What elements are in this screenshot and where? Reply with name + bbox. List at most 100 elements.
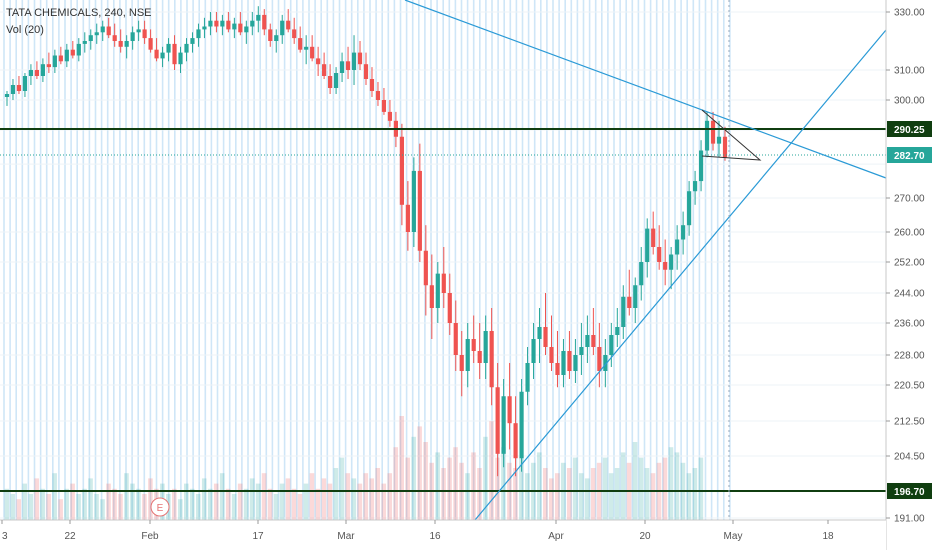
candle-body: [453, 323, 458, 355]
candle-body: [280, 20, 285, 36]
candle-body: [238, 23, 243, 33]
volume-bar: [297, 494, 303, 520]
volume-bar: [285, 478, 291, 520]
time-tick-label: 20: [639, 531, 651, 542]
candle-body: [154, 49, 159, 59]
candle-body: [657, 247, 662, 262]
candle-body: [22, 76, 28, 91]
volume-bar: [698, 457, 704, 520]
volume-bar: [118, 494, 123, 520]
volume-bar: [614, 468, 620, 520]
volume-bar: [88, 478, 93, 520]
candle-body: [483, 331, 488, 363]
candle-body: [555, 363, 560, 375]
grid: [0, 0, 886, 520]
volume-bar: [351, 478, 357, 520]
volume-bar: [537, 452, 542, 520]
volume-bar: [249, 478, 255, 520]
candle-body: [310, 46, 315, 59]
volume-bar: [52, 473, 57, 520]
earnings-event-label: E: [157, 503, 164, 514]
volume-bar: [495, 457, 500, 520]
candle-body: [304, 46, 309, 50]
candle-body: [178, 52, 183, 65]
level-price-tag-label: 196.70: [894, 487, 925, 498]
candle-body: [597, 347, 602, 371]
candle-body: [316, 58, 321, 65]
volume-bar: [106, 483, 111, 520]
volume-bar: [273, 494, 279, 520]
volume-bar: [70, 483, 75, 520]
candle-body: [298, 38, 303, 50]
volume-bar: [363, 473, 369, 520]
candle-body: [160, 52, 165, 59]
candle-body: [351, 52, 357, 70]
candle-body: [190, 38, 195, 44]
candle-body: [339, 61, 345, 73]
volume-bar: [225, 488, 231, 520]
candle-body: [94, 32, 99, 36]
candle-body: [118, 41, 123, 47]
volume-bar: [201, 478, 207, 520]
volume-bar: [543, 468, 548, 520]
candle-body: [501, 396, 506, 454]
last-price-tag: [887, 147, 932, 163]
volume-bar: [4, 488, 10, 520]
price-tick-label: 252.00: [894, 258, 925, 269]
candle-body: [722, 136, 728, 158]
candle-body: [561, 351, 566, 375]
volume-bar: [357, 483, 363, 520]
descending-trendline: [404, 0, 887, 179]
candle-body: [651, 228, 656, 247]
price-tick-label: 244.00: [894, 289, 925, 300]
volume-bar: [321, 478, 327, 520]
volume-bar: [28, 494, 34, 520]
volume-bar: [339, 457, 345, 520]
time-tick-label: Apr: [548, 531, 564, 542]
volume-bar: [662, 457, 668, 520]
candle-body: [52, 55, 57, 68]
level-price-tag-label: 290.25: [894, 125, 925, 136]
candle-body: [399, 136, 404, 205]
volume-bar: [632, 442, 638, 520]
candle-body: [609, 335, 614, 355]
volume-bar: [76, 494, 81, 520]
candle-body: [34, 70, 40, 76]
volume-bar: [64, 488, 69, 520]
candle-body: [328, 76, 333, 88]
volume-bar: [267, 488, 273, 520]
time-tick-label: Mar: [337, 531, 355, 542]
candle-body: [459, 355, 464, 371]
volume-bar: [578, 473, 584, 520]
volume-bar: [471, 452, 476, 520]
volume-bar: [184, 483, 189, 520]
volume-indicator-label[interactable]: Vol (20): [6, 24, 44, 36]
candle-body: [429, 285, 434, 308]
candle-body: [28, 70, 34, 76]
volume-bar: [453, 447, 458, 520]
time-tick-label: 22: [64, 531, 76, 542]
volume-bar: [207, 488, 213, 520]
volume-bar: [94, 494, 99, 520]
volume-bar: [435, 452, 440, 520]
candle-body: [423, 250, 428, 286]
candle-body: [477, 351, 482, 363]
volume-bar: [327, 483, 333, 520]
price-tick-label: 270.00: [894, 194, 925, 205]
volume-bar: [303, 483, 309, 520]
candle-body: [196, 29, 201, 39]
volume-bar: [602, 457, 608, 520]
candle-body: [513, 423, 518, 459]
pennant-pattern: [701, 109, 762, 161]
candle-body: [567, 351, 572, 371]
volume-bar: [477, 468, 482, 520]
volume-bar: [213, 483, 219, 520]
candle-body: [250, 20, 255, 27]
candle-body: [142, 29, 147, 39]
time-tick-label: 3: [2, 531, 8, 542]
candle-body: [136, 29, 141, 33]
price-tick-label: 310.00: [894, 66, 925, 77]
candle-body: [4, 94, 10, 97]
price-axis-bg: [886, 0, 932, 550]
volume-bar: [178, 499, 183, 520]
